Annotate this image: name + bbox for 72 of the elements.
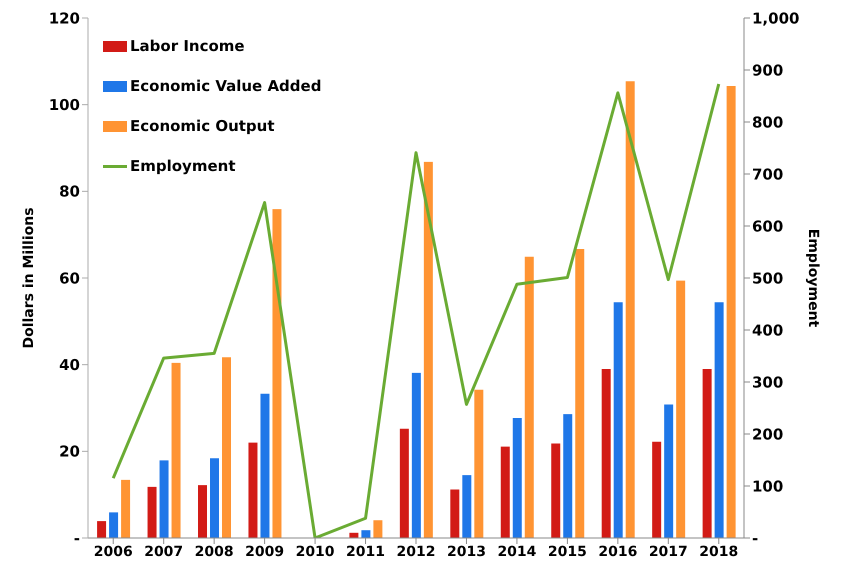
bar: [260, 394, 270, 538]
legend-label: Economic Output: [130, 116, 274, 137]
legend-label: Economic Value Added: [130, 76, 322, 97]
y2-tick-label: 500: [752, 269, 784, 288]
bar: [500, 446, 510, 538]
bar: [602, 369, 611, 538]
bar: [702, 369, 712, 538]
bar: [424, 162, 433, 538]
bar: [462, 475, 472, 538]
y2-tick-label: 700: [752, 165, 784, 184]
x-tick-label: 2017: [648, 544, 688, 560]
bar: [450, 489, 460, 538]
bar: [626, 81, 635, 538]
bar: [551, 444, 560, 538]
y2-axis-title: Employment: [805, 228, 822, 328]
y-tick-label: 80: [59, 182, 80, 201]
y2-tick-label: 300: [752, 373, 784, 392]
y2-tick-label: 200: [752, 425, 784, 444]
x-tick-label: 2006: [94, 544, 133, 560]
y-tick-label: 40: [59, 356, 80, 374]
legend-label: Labor Income: [130, 36, 245, 57]
bar: [563, 414, 572, 538]
y2-tick-label: 800: [752, 113, 784, 132]
bar: [652, 442, 662, 538]
bar: [172, 362, 181, 538]
x-tick-label: 2010: [296, 544, 335, 560]
bar: [109, 512, 118, 538]
x-tick-label: 2008: [194, 544, 234, 560]
bar: [97, 521, 106, 538]
y-tick-label: 120: [48, 9, 80, 28]
y2-tick-label: 400: [752, 321, 784, 340]
bar: [361, 530, 370, 538]
bar: [474, 390, 484, 538]
x-tick-label: 2015: [548, 544, 587, 560]
bar: [726, 86, 736, 538]
bar: [512, 418, 522, 538]
bar: [664, 404, 674, 538]
y2-tick-label: 600: [752, 217, 784, 236]
x-tick-label: 2007: [144, 544, 184, 560]
x-tick-label: 2012: [396, 544, 436, 560]
bar: [121, 480, 130, 538]
bar: [676, 280, 686, 538]
bar: [575, 248, 584, 538]
y2-tick-label: 100: [752, 477, 784, 496]
legend-label: Employment: [130, 156, 236, 177]
x-tick-label: 2011: [346, 544, 386, 560]
x-tick-label: 2013: [446, 544, 486, 560]
y2-tick-label: 900: [752, 61, 784, 80]
bar: [272, 209, 282, 538]
y2-tick-label: 1,000: [752, 9, 800, 28]
x-tick-label: 2018: [699, 544, 738, 560]
bar: [248, 442, 258, 538]
bar: [614, 302, 623, 538]
y-tick-label: 60: [59, 269, 80, 288]
bar: [412, 372, 421, 538]
x-tick-label: 2014: [497, 544, 537, 560]
bar: [524, 256, 534, 538]
y-axis-title: Dollars in Millions: [20, 207, 37, 349]
y-tick-label: -: [74, 529, 80, 548]
bar: [148, 486, 157, 538]
y-tick-label: 100: [48, 96, 80, 114]
y-tick-label: 20: [59, 442, 80, 461]
bar: [210, 458, 220, 538]
bar: [714, 302, 724, 538]
bar: [222, 357, 232, 538]
bar: [198, 485, 208, 538]
y2-tick-label: -: [752, 529, 758, 548]
x-tick-label: 2016: [598, 544, 638, 560]
bar: [373, 520, 382, 538]
bar: [400, 428, 409, 538]
x-tick-label: 2009: [245, 544, 284, 560]
bar: [160, 460, 169, 538]
